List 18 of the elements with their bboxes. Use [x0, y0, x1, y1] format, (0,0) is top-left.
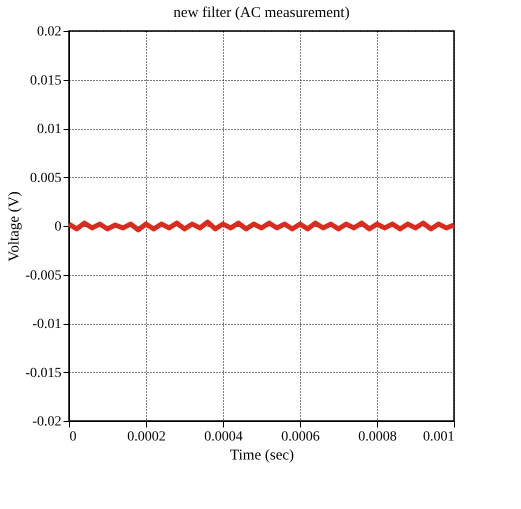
y-tick-label: 0 — [54, 220, 62, 234]
x-axis-title: Time (sec) — [230, 448, 294, 464]
y-tick-label: 0.015 — [30, 73, 62, 88]
y-tick-label: 0.02 — [37, 24, 62, 40]
y-tick-label: 0.01 — [37, 122, 62, 137]
x-tick-label: 0.001 — [423, 430, 454, 444]
x-tick-label: 0 — [70, 430, 76, 444]
x-tick-label: 0.0004 — [204, 430, 243, 444]
chart-title: new filter (AC measurement) — [173, 5, 350, 21]
y-axis-title: Voltage (V) — [6, 191, 22, 262]
x-tick-label: 0.0002 — [127, 430, 166, 444]
y-tick-label: -0.02 — [32, 414, 62, 430]
y-tick-label: 0.005 — [30, 170, 62, 186]
y-tick-label: -0.015 — [25, 366, 62, 381]
y-tick-label: -0.005 — [25, 268, 62, 284]
x-tick-label: 0.0006 — [281, 430, 320, 444]
y-tick-label: -0.01 — [32, 317, 62, 332]
x-tick-label: 0.0008 — [358, 430, 397, 444]
